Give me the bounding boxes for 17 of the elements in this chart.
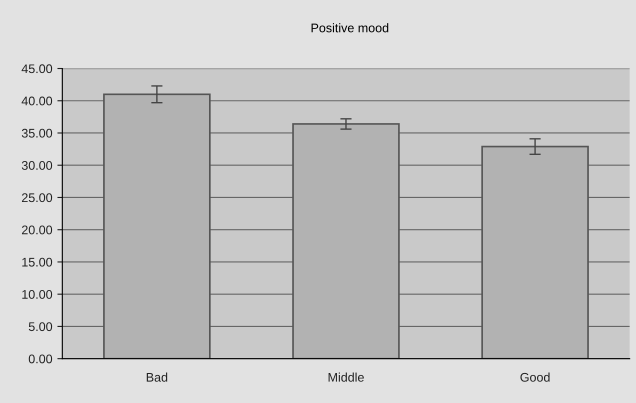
x-tick-label: Good [520, 372, 550, 382]
y-tick-label: 25.00 [22, 193, 52, 202]
y-tick-label: 0.00 [28, 354, 52, 364]
x-tick-label: Middle [328, 372, 364, 382]
bar [292, 123, 400, 359]
y-tick-label: 45.00 [22, 64, 52, 74]
x-tick-label: Bad [146, 372, 168, 382]
chart-title: Positive mood [312, 23, 388, 32]
bar [481, 146, 589, 359]
y-tick-label: 30.00 [22, 161, 52, 170]
y-tick-label: 5.00 [28, 322, 52, 332]
y-tick-label: 40.00 [22, 96, 52, 106]
bar [103, 93, 211, 359]
y-tick-label: 20.00 [22, 226, 52, 234]
y-tick-label: 35.00 [22, 128, 52, 138]
y-tick-label: 10.00 [22, 290, 52, 299]
y-tick-label: 15.00 [22, 258, 52, 267]
